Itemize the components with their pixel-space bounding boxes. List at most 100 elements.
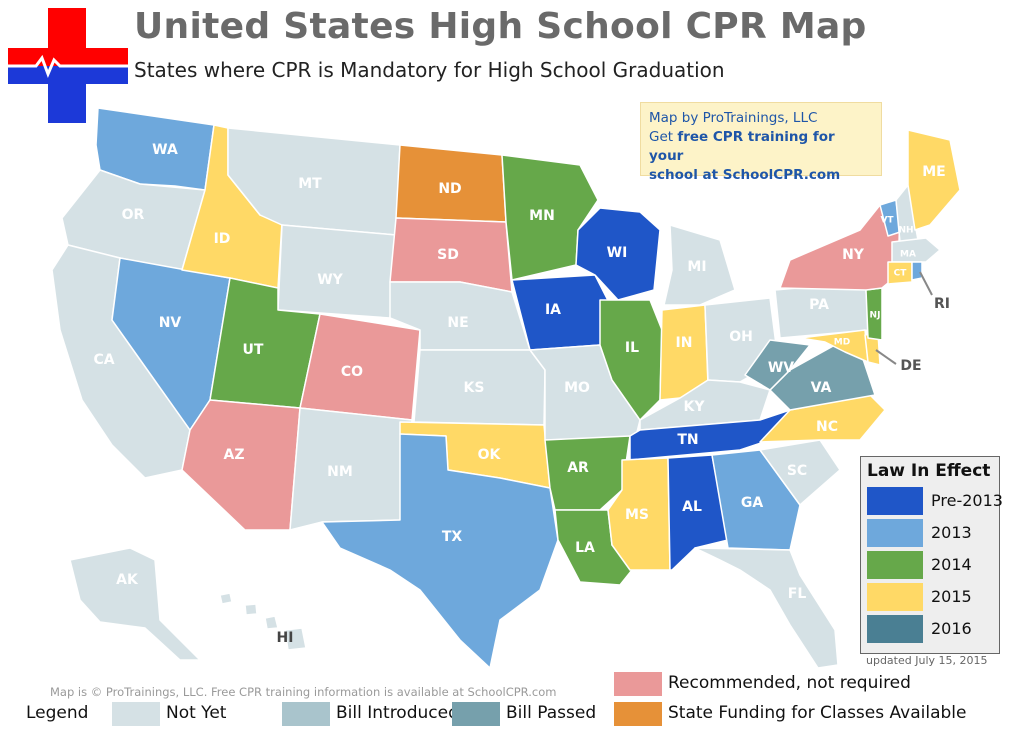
law-row-2016: 2016 [867,615,993,643]
state-HI [219,592,307,651]
legend-swatch [614,702,662,726]
state-SC [759,439,841,506]
credit-line-3-prefix: school [649,167,698,183]
label-AZ: AZ [224,447,245,463]
law-label: 2015 [931,587,972,606]
label-WY: WY [317,272,343,288]
page-subtitle: States where CPR is Mandatory for High S… [134,58,725,82]
label-ND: ND [438,181,461,197]
legend-swatch [282,702,330,726]
label-MA: MA [900,250,916,260]
legend-label: State Funding for Classes Available [668,703,967,723]
law-label: 2014 [931,555,972,574]
credit-line-2: Get free CPR training for your [649,128,873,166]
label-NM: NM [327,464,353,480]
cross-red-arm-right [86,48,128,66]
label-AL: AL [682,499,702,515]
label-LA: LA [575,540,595,556]
label-TN: TN [677,432,698,448]
state-RI [911,261,923,281]
credit-link[interactable]: at SchoolCPR.com [697,167,841,183]
law-row-2013: 2013 [867,519,993,547]
state-MD [799,329,869,363]
label-SC: SC [787,463,807,479]
law-label: 2013 [931,523,972,542]
label-IL: IL [625,340,639,356]
legend-swatch [614,672,662,696]
state-FL [694,547,839,669]
label-NV: NV [159,315,182,331]
label-PA: PA [809,297,829,313]
cross-red-bar [48,8,86,66]
state-AK [69,547,201,661]
credit-line-2-bold: free CPR training for your [649,129,835,164]
label-NY: NY [842,247,865,263]
label-DE: DE [900,358,921,374]
copyright-note: Map is © ProTrainings, LLC. Free CPR tra… [50,685,557,699]
label-VA: VA [811,380,832,396]
label-NE: NE [447,315,468,331]
legend-label: Recommended, not required [668,673,911,693]
label-ID: ID [214,231,231,247]
label-FL: FL [788,586,807,602]
label-NH: NH [898,226,913,236]
page-title: United States High School CPR Map [134,6,867,47]
state-TX [321,433,559,669]
law-swatch [867,583,923,611]
law-swatch [867,519,923,547]
cross-blue-bar [48,66,86,123]
legend-label: Bill Passed [506,703,597,723]
legend-title: Legend [26,703,89,723]
law-row-2014: 2014 [867,551,993,579]
law-swatch [867,551,923,579]
label-KS: KS [464,380,485,396]
credit-line-2-prefix: Get [649,129,678,145]
label-IA: IA [545,302,561,318]
hi-island-4 [284,627,307,651]
label-ME: ME [922,164,946,180]
label-MO: MO [564,380,590,396]
credit-line-3: school at SchoolCPR.com [649,166,873,185]
label-OR: OR [122,207,145,223]
label-SD: SD [437,247,459,263]
label-MI: MI [687,259,706,275]
label-MN: MN [529,208,555,224]
label-OH: OH [729,329,753,345]
legend-swatch [112,702,160,726]
heartbeat-line [8,54,128,79]
state-MA [891,237,941,263]
label-WI: WI [607,245,628,261]
label-VT: VT [880,216,894,226]
label-MD: MD [834,338,850,348]
legend-label: Not Yet [166,703,227,723]
label-TX: TX [442,529,463,545]
label-KY: KY [684,399,706,415]
hi-island-2 [244,603,258,616]
law-row-2015: 2015 [867,583,993,611]
label-CA: CA [93,352,114,368]
label-MT: MT [298,176,322,192]
law-label: 2016 [931,619,972,638]
label-AK: AK [116,572,139,588]
legend-swatch [452,702,500,726]
pointer-de [875,349,897,365]
law-swatch [867,487,923,515]
label-GA: GA [741,495,763,511]
law-in-effect-title: Law In Effect [867,461,991,481]
label-NJ: NJ [870,311,881,321]
label-NC: NC [816,419,838,435]
state-CT [887,261,913,285]
updated-date: updated July 15, 2015 [866,654,988,667]
state-AZ [181,399,301,531]
law-label: Pre-2013 [931,491,1003,510]
state-ME [907,129,961,231]
label-MS: MS [625,507,649,523]
label-UT: UT [243,342,264,358]
state-IL [599,299,663,421]
credit-box: Map by ProTrainings, LLC Get free CPR tr… [640,102,882,183]
label-HI: HI [277,630,294,646]
label-OK: OK [478,447,502,463]
hi-island-1 [219,592,233,605]
credit-line-1: Map by ProTrainings, LLC [649,110,818,126]
state-WV [744,339,811,391]
